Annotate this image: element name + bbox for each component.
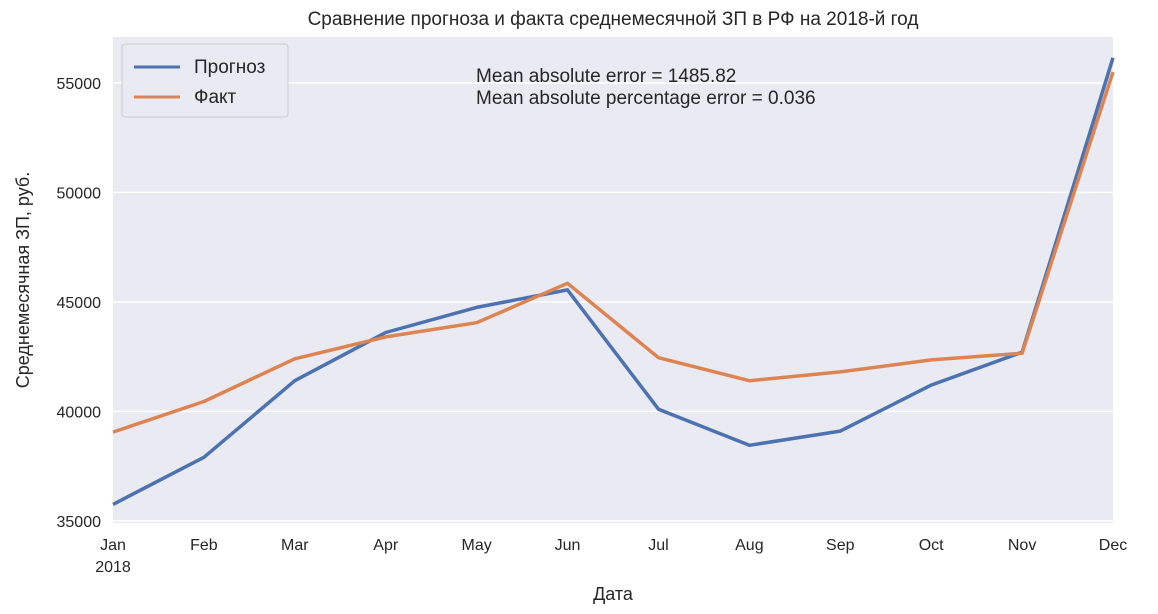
legend-label-prognoz: Прогноз	[194, 57, 265, 78]
series-line-fakt	[112, 71, 1115, 434]
x-tick-label: May	[462, 537, 492, 554]
series-layer	[112, 57, 1115, 506]
y-tick-label: 45000	[57, 295, 102, 312]
annotations: Mean absolute error = 1485.82 Mean absol…	[476, 66, 816, 109]
y-tick-label: 50000	[57, 185, 102, 202]
chart-title: Сравнение прогноза и факта среднемесячно…	[308, 9, 919, 30]
x-tick-label: Jul	[648, 537, 668, 554]
legend-label-fakt: Факт	[194, 87, 237, 108]
x-tick-label: Nov	[1008, 537, 1036, 554]
series-line-prognoz	[112, 57, 1115, 506]
y-axis-label: Среднемесячная ЗП, руб.	[13, 172, 33, 388]
x-tick-label: Jun	[555, 537, 581, 554]
x-tick-label: Dec	[1099, 537, 1127, 554]
x-tick-label: Aug	[735, 537, 763, 554]
legend: Прогноз Факт	[121, 43, 289, 118]
legend-box	[121, 43, 289, 118]
plot-area	[113, 37, 1113, 523]
x-tick-label: Feb	[190, 537, 218, 554]
y-tick-labels: 35000 40000 45000 50000 55000	[57, 76, 102, 531]
x-tick-labels: Jan Feb Mar Apr May Jun Jul Aug Sep Oct Nov Dec	[100, 537, 1127, 554]
grid-lines	[113, 82, 1113, 522]
mae-annotation: Mean absolute error = 1485.82	[476, 66, 736, 87]
x-tick-label: Oct	[919, 537, 944, 554]
y-tick-label: 55000	[57, 76, 102, 93]
y-tick-label: 35000	[57, 514, 102, 531]
y-tick-label: 40000	[57, 404, 102, 421]
x-tick-label: Apr	[373, 537, 399, 554]
mape-annotation: Mean absolute percentage error = 0.036	[476, 88, 816, 109]
x-tick-label: Jan	[100, 537, 126, 554]
x-year-label: 2018	[95, 559, 131, 576]
x-tick-label: Mar	[281, 537, 309, 554]
x-tick-label: Sep	[826, 537, 855, 554]
x-axis-label: Дата	[593, 584, 634, 604]
